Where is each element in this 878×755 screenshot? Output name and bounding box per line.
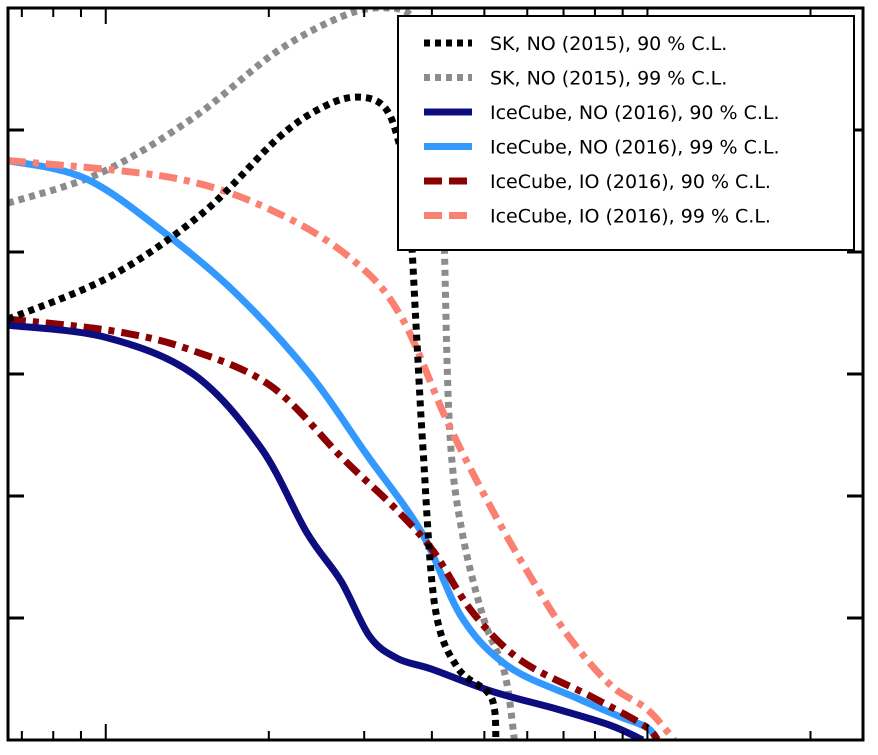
legend-label-5: IceCube, IO (2016), 90 % C.L.: [490, 171, 771, 193]
axes-frame: [6, 6, 865, 742]
series-line-3: [8, 321, 645, 740]
legend-label-4: IceCube, NO (2016), 99 % C.L.: [490, 137, 780, 159]
legend-label-6: IceCube, IO (2016), 99 % C.L.: [490, 206, 771, 228]
series-line-6: [8, 157, 677, 740]
series-line-5: [8, 315, 661, 740]
legend: SK, NO (2015), 90 % C.L. SK, NO (2015), 9…: [397, 15, 855, 251]
legend-label-1: SK, NO (2015), 90 % C.L.: [490, 33, 727, 55]
legend-label-2: SK, NO (2015), 99 % C.L.: [490, 68, 727, 90]
legend-box: [397, 15, 855, 251]
series-line-4: [8, 157, 660, 740]
legend-label-3: IceCube, NO (2016), 90 % C.L.: [490, 102, 780, 124]
